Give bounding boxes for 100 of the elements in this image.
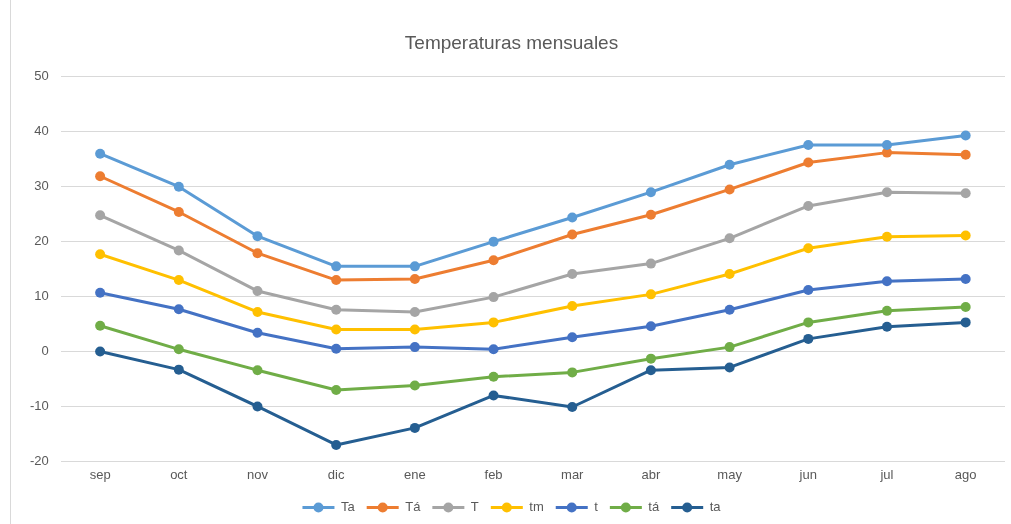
- point: [567, 229, 578, 240]
- point: [724, 362, 735, 373]
- point: [881, 321, 892, 332]
- point: [960, 273, 971, 284]
- point: [645, 209, 656, 220]
- legend-label: Tá: [405, 499, 422, 515]
- point: [881, 276, 892, 287]
- point: [95, 148, 106, 159]
- point: [173, 181, 184, 192]
- point: [488, 317, 499, 328]
- point: [960, 188, 971, 199]
- point: [881, 305, 892, 316]
- point: [881, 187, 892, 198]
- legend-label: t: [594, 499, 599, 515]
- point: [331, 439, 342, 450]
- legend-label: tá: [648, 499, 660, 515]
- point: [803, 333, 814, 344]
- point: [645, 187, 656, 198]
- y-tick-label: 30: [34, 178, 49, 194]
- point: [960, 302, 971, 313]
- x-tick-label: jun: [798, 466, 817, 482]
- point: [331, 275, 342, 286]
- x-tick-label: dic: [327, 466, 345, 482]
- point: [881, 139, 892, 150]
- point: [724, 269, 735, 280]
- x-tick-label: jul: [879, 466, 894, 482]
- y-tick-label: 40: [34, 123, 49, 139]
- x-tick-label: ago: [954, 466, 977, 482]
- x-tick-label: mar: [561, 466, 585, 482]
- point: [173, 275, 184, 286]
- point: [803, 157, 814, 168]
- point: [803, 200, 814, 211]
- point: [331, 384, 342, 395]
- point: [409, 261, 420, 272]
- point: [803, 243, 814, 254]
- point: [724, 342, 735, 353]
- point: [488, 371, 499, 382]
- x-tick-label: sep: [89, 466, 111, 482]
- point: [95, 320, 106, 331]
- legend-label: tm: [529, 499, 544, 515]
- point: [95, 210, 106, 221]
- point: [567, 332, 578, 343]
- point: [173, 245, 184, 256]
- point: [331, 304, 342, 315]
- point: [95, 346, 106, 357]
- point: [173, 344, 184, 355]
- x-tick-label: oct: [170, 466, 188, 482]
- point: [409, 324, 420, 335]
- point: [567, 212, 578, 223]
- y-tick-label: 20: [34, 233, 49, 249]
- point: [803, 139, 814, 150]
- legend-label: T: [470, 499, 479, 515]
- point: [95, 171, 106, 182]
- point: [409, 273, 420, 284]
- point: [409, 306, 420, 317]
- point: [252, 401, 263, 412]
- point: [173, 304, 184, 315]
- point: [645, 258, 656, 269]
- x-tick-label: nov: [247, 466, 269, 482]
- point: [173, 206, 184, 217]
- point: [488, 390, 499, 401]
- point: [331, 324, 342, 335]
- point: [252, 231, 263, 242]
- point: [960, 130, 971, 141]
- y-tick-label: 10: [34, 288, 49, 304]
- x-tick-label: may: [717, 466, 743, 482]
- point: [645, 353, 656, 364]
- point: [252, 365, 263, 376]
- point: [645, 321, 656, 332]
- point: [960, 149, 971, 160]
- point: [881, 231, 892, 242]
- point: [331, 261, 342, 272]
- point: [409, 380, 420, 391]
- point: [488, 292, 499, 303]
- y-tick-label: 0: [41, 343, 49, 359]
- point: [567, 300, 578, 311]
- point: [409, 342, 420, 353]
- point: [488, 344, 499, 355]
- y-tick-label: 50: [34, 68, 49, 84]
- point: [173, 364, 184, 375]
- point: [567, 269, 578, 280]
- point: [488, 255, 499, 266]
- point: [724, 233, 735, 244]
- point: [645, 289, 656, 300]
- point: [95, 287, 106, 298]
- point: [567, 402, 578, 413]
- x-tick-label: ene: [404, 466, 426, 482]
- point: [409, 422, 420, 433]
- point: [252, 306, 263, 317]
- point: [724, 184, 735, 195]
- y-tick-label: -20: [29, 452, 49, 468]
- point: [724, 304, 735, 315]
- x-tick-label: feb: [484, 466, 503, 482]
- point: [252, 248, 263, 259]
- y-tick-label: -10: [29, 398, 49, 414]
- point: [724, 159, 735, 170]
- point: [95, 249, 106, 260]
- x-tick-label: abr: [641, 466, 661, 482]
- point: [645, 365, 656, 376]
- legend-label: ta: [709, 499, 722, 515]
